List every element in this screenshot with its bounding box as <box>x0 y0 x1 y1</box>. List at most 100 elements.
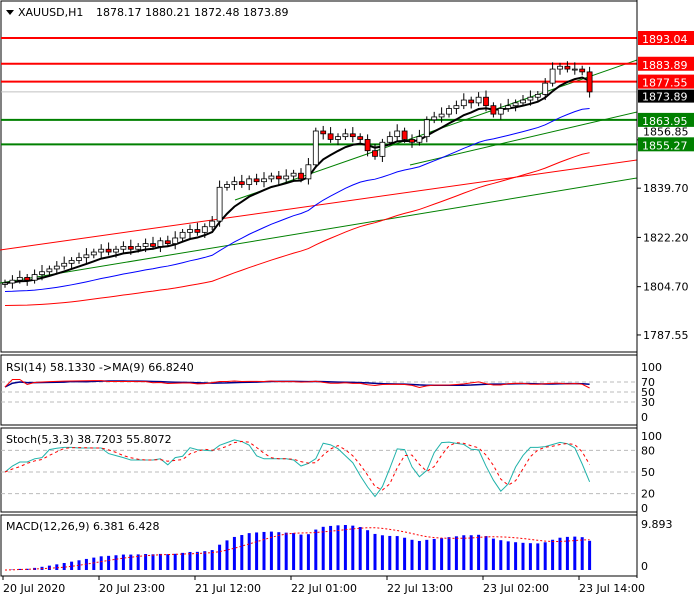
macd-bar <box>269 531 273 570</box>
candle-bullish <box>179 231 186 239</box>
macd-bar <box>232 536 236 570</box>
indicator-tick-label: 70 <box>641 376 655 389</box>
macd-bar <box>306 534 310 570</box>
candle-bullish <box>431 116 438 121</box>
macd-bar <box>491 538 495 570</box>
macd-bar <box>203 551 207 570</box>
macd-bar <box>25 568 29 570</box>
candle-bearish <box>364 139 371 152</box>
macd-bar <box>195 551 199 570</box>
macd-bar <box>558 537 562 570</box>
candle-bullish <box>312 130 319 166</box>
candle-bearish <box>401 130 408 140</box>
macd-bar <box>588 540 592 570</box>
macd-bar <box>136 554 140 570</box>
level-tag-label: 1855.27 <box>642 139 688 152</box>
candle-bullish <box>446 108 452 115</box>
candle-bullish <box>386 136 393 143</box>
candle-bullish <box>53 265 60 270</box>
candle-bullish <box>394 130 401 138</box>
macd-bar <box>380 535 384 570</box>
macd-bar <box>121 554 125 570</box>
macd-bar <box>218 544 222 570</box>
macd-bar <box>499 540 503 570</box>
level-tag-label: 1893.04 <box>642 33 688 46</box>
candle-bullish <box>505 105 512 109</box>
macd-bar <box>477 534 481 570</box>
candle-bullish <box>342 133 349 138</box>
macd-bar <box>536 543 540 570</box>
trend-line <box>0 177 638 284</box>
level-tag-label: 1877.55 <box>642 77 688 90</box>
macd-bar <box>173 553 177 570</box>
candle-bearish <box>320 130 327 135</box>
macd-bar <box>107 555 111 570</box>
time-tick-label: 20 Jul 2020 <box>3 582 65 595</box>
candle-bearish <box>150 243 156 247</box>
candle-bearish <box>275 175 282 180</box>
macd-bar <box>410 539 414 570</box>
candle-bullish <box>201 226 208 233</box>
macd-bar <box>114 555 118 570</box>
macd-bar <box>247 533 251 570</box>
candle-bullish <box>16 276 23 281</box>
candle-bullish <box>557 65 563 70</box>
price-tick-label: 1839.70 <box>643 182 689 195</box>
macd-bar <box>210 550 214 570</box>
candle-bullish <box>246 178 253 185</box>
rsi-title: RSI(14) 58.1330 ->MA(9) 66.8240 <box>6 361 194 374</box>
macd-bar <box>240 535 244 570</box>
level-tag-label: 1883.89 <box>642 59 688 72</box>
candle-bearish <box>164 240 171 245</box>
candle-bearish <box>586 71 593 93</box>
candle-bullish <box>497 108 504 115</box>
price-tick-label: 1856.85 <box>643 126 689 139</box>
candle-bullish <box>520 99 526 104</box>
candle-bearish <box>468 99 475 104</box>
candle-bullish <box>283 175 290 180</box>
level-tag-support <box>638 112 694 127</box>
rsi-line <box>4 379 590 389</box>
macd-bar <box>551 539 555 570</box>
candle-bearish <box>327 133 334 140</box>
candle-bullish <box>379 141 386 157</box>
candle-bullish <box>9 279 16 284</box>
macd-bar <box>225 540 229 570</box>
candle-bullish <box>90 251 97 256</box>
candle-bullish <box>261 178 267 183</box>
candle-bearish <box>490 105 497 115</box>
candle-bullish <box>209 220 216 228</box>
candle-bullish <box>423 119 430 138</box>
candle-bullish <box>453 105 460 109</box>
macd-bar <box>403 537 407 570</box>
candle-bearish <box>194 229 201 233</box>
current-price-tag <box>638 89 694 103</box>
time-tick-label: 21 Jul 12:00 <box>195 582 261 595</box>
macd-plot <box>4 525 592 571</box>
candle-bullish <box>120 246 127 250</box>
macd-bar <box>314 529 318 570</box>
candle-bearish <box>372 150 378 157</box>
macd-bar <box>343 525 347 570</box>
candle-bullish <box>135 246 142 250</box>
candle-bullish <box>231 181 238 185</box>
candle-bullish <box>268 175 275 180</box>
macd-bar <box>181 552 185 570</box>
stoch-main-line <box>4 439 591 498</box>
macd-bar <box>18 568 22 570</box>
trend-line <box>0 159 638 251</box>
macd-bar <box>262 531 266 570</box>
candle-bullish <box>571 68 578 71</box>
macd-bar <box>484 536 488 570</box>
candle-bearish <box>127 246 134 250</box>
collapse-triangle-icon[interactable] <box>6 10 14 15</box>
indicator-tick-label: 100 <box>641 430 662 443</box>
macd-bar <box>351 525 355 570</box>
macd-bar <box>565 536 569 570</box>
macd-signal-line <box>4 527 590 571</box>
candle-bullish <box>61 262 68 267</box>
macd-bar <box>425 539 429 570</box>
